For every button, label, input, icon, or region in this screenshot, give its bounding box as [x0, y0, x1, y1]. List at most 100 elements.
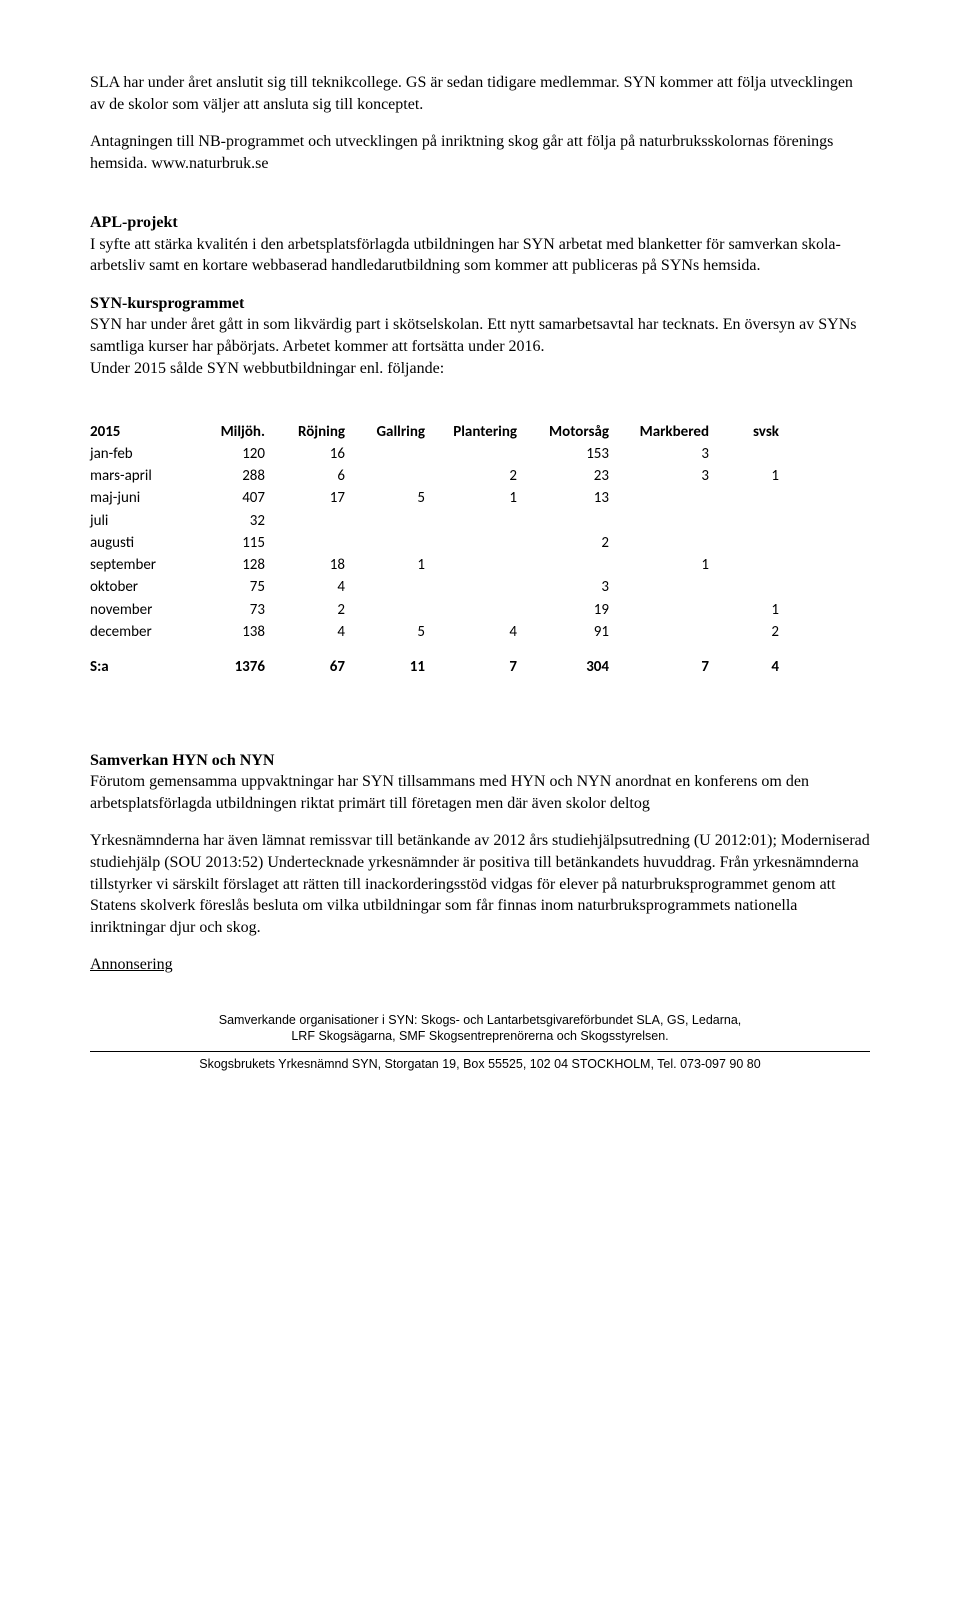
table-totals-row: S:a13766711730474 [90, 643, 789, 678]
table-cell: 2 [719, 621, 789, 643]
apl-body: I syfte att stärka kvalitén i den arbets… [90, 234, 870, 277]
table-cell: 73 [195, 599, 275, 621]
table-header-cell: Röjning [275, 421, 355, 443]
table-row: oktober7543 [90, 576, 789, 598]
table-cell [619, 487, 719, 509]
table-row: mars-april288622331 [90, 465, 789, 487]
table-cell [719, 554, 789, 576]
table-cell: 2 [275, 599, 355, 621]
table-cell: 138 [195, 621, 275, 643]
table-cell: 75 [195, 576, 275, 598]
table-row: september1281811 [90, 554, 789, 576]
table-cell: 1 [719, 599, 789, 621]
table-cell [719, 510, 789, 532]
table-cell: 1 [719, 465, 789, 487]
table-cell [719, 532, 789, 554]
table-cell [435, 510, 527, 532]
sales-table: 2015Miljöh.RöjningGallringPlanteringMoto… [90, 421, 789, 679]
table-totals-cell: 11 [355, 643, 435, 678]
table-cell: 91 [527, 621, 619, 643]
table-row: jan-feb120161533 [90, 443, 789, 465]
kurs-heading: SYN-kursprogrammet [90, 293, 870, 315]
samverkan-heading: Samverkan HYN och NYN [90, 750, 870, 772]
table-cell [435, 599, 527, 621]
table-cell: 2 [527, 532, 619, 554]
footer-line-1: Samverkande organisationer i SYN: Skogs-… [90, 1012, 870, 1028]
table-cell: 3 [527, 576, 619, 598]
table-cell [435, 532, 527, 554]
table-cell: 115 [195, 532, 275, 554]
table-cell [355, 465, 435, 487]
table-row: juli32 [90, 510, 789, 532]
table-cell [275, 510, 355, 532]
table-cell: 128 [195, 554, 275, 576]
table-cell: 3 [619, 443, 719, 465]
table-row-label: juli [90, 510, 195, 532]
apl-heading: APL-projekt [90, 212, 870, 234]
table-cell [275, 532, 355, 554]
table-header-cell: 2015 [90, 421, 195, 443]
kurs-body-2: Under 2015 sålde SYN webbutbildningar en… [90, 358, 870, 380]
table-cell: 5 [355, 621, 435, 643]
table-cell: 3 [619, 465, 719, 487]
table-cell: 32 [195, 510, 275, 532]
table-cell: 120 [195, 443, 275, 465]
table-cell [355, 599, 435, 621]
table-cell: 407 [195, 487, 275, 509]
table-totals-cell: 304 [527, 643, 619, 678]
table-cell: 4 [275, 621, 355, 643]
table-cell: 2 [435, 465, 527, 487]
table-cell [435, 576, 527, 598]
table-row-label: maj-juni [90, 487, 195, 509]
table-header-cell: svsk [719, 421, 789, 443]
table-cell [355, 510, 435, 532]
table-header-row: 2015Miljöh.RöjningGallringPlanteringMoto… [90, 421, 789, 443]
table-totals-cell: 67 [275, 643, 355, 678]
table-cell [619, 621, 719, 643]
table-cell [527, 510, 619, 532]
table-totals-cell: 4 [719, 643, 789, 678]
table-cell [527, 554, 619, 576]
table-cell: 1 [619, 554, 719, 576]
table-cell [355, 576, 435, 598]
naturbruk-link[interactable]: www.naturbruk.se [151, 155, 268, 172]
table-cell: 16 [275, 443, 355, 465]
footer-line-2: LRF Skogsägarna, SMF Skogsentreprenörern… [90, 1028, 870, 1044]
table-header-cell: Miljöh. [195, 421, 275, 443]
footer-line-3: Skogsbrukets Yrkesnämnd SYN, Storgatan 1… [90, 1056, 870, 1072]
table-cell: 153 [527, 443, 619, 465]
table-cell: 23 [527, 465, 619, 487]
table-cell: 6 [275, 465, 355, 487]
table-cell: 1 [355, 554, 435, 576]
table-cell: 5 [355, 487, 435, 509]
table-cell [619, 599, 719, 621]
table-cell [619, 576, 719, 598]
table-cell [355, 532, 435, 554]
table-cell [719, 443, 789, 465]
table-totals-cell: 7 [619, 643, 719, 678]
table-cell [719, 487, 789, 509]
table-cell: 4 [435, 621, 527, 643]
samverkan-p2: Yrkesnämnderna har även lämnat remissvar… [90, 830, 870, 938]
table-cell: 288 [195, 465, 275, 487]
footer-divider [90, 1051, 870, 1052]
table-cell: 17 [275, 487, 355, 509]
table-header-cell: Plantering [435, 421, 527, 443]
annonsering-heading: Annonsering [90, 956, 173, 973]
table-cell [719, 576, 789, 598]
table-row: november732191 [90, 599, 789, 621]
table-row-label: september [90, 554, 195, 576]
intro-paragraph-1: SLA har under året anslutit sig till tek… [90, 72, 870, 115]
table-cell: 1 [435, 487, 527, 509]
intro-paragraph-2: Antagningen till NB-programmet och utvec… [90, 131, 870, 174]
table-cell: 13 [527, 487, 619, 509]
table-totals-cell: 7 [435, 643, 527, 678]
table-cell [619, 510, 719, 532]
table-header-cell: Motorsåg [527, 421, 619, 443]
page-footer: Samverkande organisationer i SYN: Skogs-… [90, 1012, 870, 1072]
table-totals-cell: 1376 [195, 643, 275, 678]
table-row-label: oktober [90, 576, 195, 598]
table-cell [355, 443, 435, 465]
table-totals-label: S:a [90, 643, 195, 678]
kurs-body-1: SYN har under året gått in som likvärdig… [90, 314, 870, 357]
